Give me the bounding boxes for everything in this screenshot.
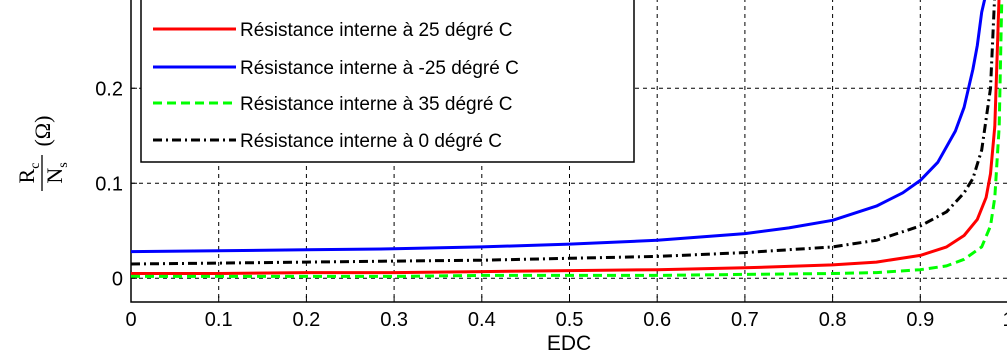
x-tick-label: 0.1 [205,309,233,331]
legend-label-2: Résistance interne à 35 dégré C [240,94,513,115]
x-tick-label: 0 [125,309,136,331]
series-line-1 [131,0,987,254]
x-tick-label: 1 [1002,309,1007,331]
series-lines [131,0,1004,278]
x-tick-label: 0.7 [731,309,759,331]
legend-label-0: Résistance interne à 25 dégré C [240,20,513,41]
legend: Résistance interne à 25 dégré C Résistanc… [140,0,635,163]
x-tick-label: 0.6 [643,309,671,331]
x-tick-label: 0.8 [819,309,847,331]
legend-label-3: Résistance interne à 0 dégré C [240,131,502,152]
legend-label-1: Résistance interne à -25 dégré C [240,58,519,79]
series-line-2 [131,0,1004,278]
y-label-unit: (Ω) [30,115,55,146]
series-line-3 [131,0,996,266]
legend-box [140,0,635,163]
x-tick-label: 0.5 [556,309,584,331]
series-line-0 [131,0,1001,275]
y-label-numerator: Rc [14,163,43,184]
x-tick-label: 0.2 [292,309,320,331]
x-tick-label: 0.9 [906,309,934,331]
y-tick-label: 0.2 [95,78,123,100]
x-tick-label: 0.3 [380,309,408,331]
x-tick-label: 0.4 [468,309,496,331]
y-axis: 0 0.1 0.2 [95,78,137,290]
y-tick-label: 0 [112,268,123,290]
x-axis-label: EDC [547,332,591,355]
y-tick-label: 0.1 [95,173,123,195]
y-axis-label: Rc Ns (Ω) [14,115,71,191]
x-axis: 0 0.1 0.2 0.3 0.4 0.5 0.6 0.7 0.8 0.9 1 [125,296,1007,331]
y-label-denominator: Ns [42,162,71,183]
